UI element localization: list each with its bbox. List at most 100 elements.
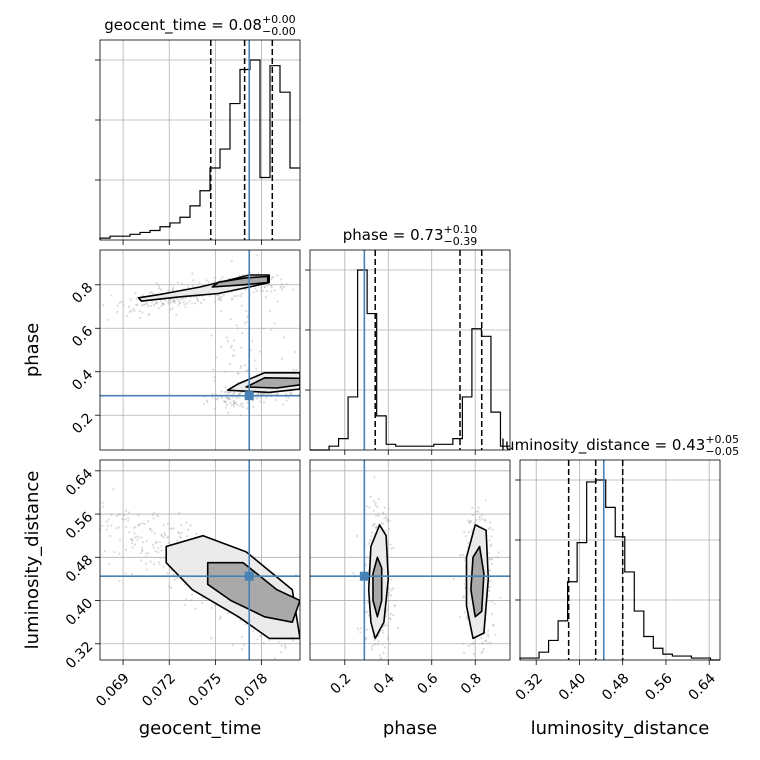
sample-point [262, 289, 265, 293]
sample-point [175, 313, 178, 316]
sample-point [124, 518, 127, 521]
y-tick-label: 0.32 [63, 639, 96, 672]
sample-point [185, 521, 188, 524]
sample-point [181, 297, 185, 300]
sample-point [228, 391, 231, 394]
sample-point [118, 513, 122, 516]
sample-point [275, 393, 278, 396]
sample-point [138, 316, 142, 320]
sample-point [373, 523, 376, 526]
sample-point [225, 403, 229, 406]
sample-point [396, 626, 400, 630]
sample-point [285, 393, 288, 396]
sample-point [93, 546, 95, 548]
sample-point [118, 552, 121, 555]
sample-point [134, 525, 137, 529]
sample-point [227, 397, 230, 401]
sample-point [239, 414, 243, 417]
sample-point [226, 397, 229, 400]
sample-point [259, 635, 262, 638]
sample-point [383, 517, 386, 520]
sample-point [387, 507, 390, 510]
sample-point [469, 519, 472, 522]
panel-samples-phase_vs_geocent_time [100, 254, 330, 417]
sample-point [470, 529, 474, 532]
sample-point [262, 642, 265, 645]
sample-point [130, 573, 134, 576]
sample-point [302, 620, 304, 622]
sample-point [328, 380, 330, 382]
sample-point [243, 363, 247, 367]
contour-level [206, 561, 300, 624]
sample-point [185, 302, 189, 305]
sample-point [145, 555, 148, 558]
sample-point [321, 634, 323, 636]
sample-point [462, 596, 465, 599]
sample-point [175, 297, 179, 300]
sample-point [109, 534, 112, 537]
y-tick-label: 0.8 [69, 280, 96, 307]
sample-point [118, 301, 121, 304]
sample-point [380, 522, 384, 525]
sample-point [224, 385, 227, 388]
sample-point [142, 303, 145, 307]
sample-point [155, 282, 158, 285]
sample-point [471, 513, 474, 517]
grid-lines [100, 40, 300, 240]
sample-point [124, 509, 128, 512]
sample-point [145, 539, 148, 543]
sample-point [393, 603, 396, 607]
sample-point [484, 499, 487, 502]
sample-point [257, 272, 260, 275]
sample-point [219, 279, 222, 282]
sample-point [306, 627, 308, 629]
sample-point [228, 396, 231, 399]
sample-point [244, 623, 247, 626]
sample-point [231, 297, 234, 300]
sample-point [238, 396, 241, 399]
sample-point [232, 402, 235, 406]
sample-point [327, 378, 329, 380]
sample-point [205, 399, 208, 402]
sample-point [371, 635, 375, 638]
sample-point [368, 541, 371, 544]
sample-point [124, 548, 127, 551]
sample-point [158, 563, 161, 566]
sample-point [469, 642, 473, 646]
sample-point [54, 542, 56, 544]
sample-point [218, 296, 221, 300]
sample-point [236, 294, 239, 298]
sample-point [292, 663, 294, 665]
sample-point [270, 290, 273, 293]
sample-point [212, 280, 216, 283]
sample-point [378, 654, 381, 657]
y-tick-label: 0.2 [69, 410, 96, 437]
sample-point [108, 562, 111, 565]
sample-point [205, 279, 208, 282]
panel-hist-luminosity_distance [519, 459, 721, 661]
sample-point [281, 403, 285, 406]
sample-point [375, 525, 378, 528]
sample-point [365, 505, 368, 508]
sample-point [387, 594, 391, 597]
sample-point [212, 368, 215, 371]
sample-point [69, 513, 71, 515]
sample-point [117, 526, 120, 529]
sample-point [389, 618, 392, 621]
sample-point [307, 384, 309, 386]
x-tick-label: 0.078 [232, 670, 272, 710]
sample-point [184, 306, 187, 309]
sample-point [480, 651, 483, 654]
y-tick-label: 0.6 [69, 323, 96, 350]
x-tick-label: 0.072 [139, 670, 179, 710]
sample-point [178, 531, 181, 535]
sample-point [172, 300, 175, 303]
sample-point [191, 272, 194, 275]
sample-point [150, 290, 153, 294]
sample-point [130, 538, 133, 541]
sample-point [488, 539, 491, 542]
sample-point [393, 605, 396, 608]
sample-point [377, 512, 380, 515]
sample-point [138, 309, 141, 313]
sample-point [371, 524, 374, 527]
